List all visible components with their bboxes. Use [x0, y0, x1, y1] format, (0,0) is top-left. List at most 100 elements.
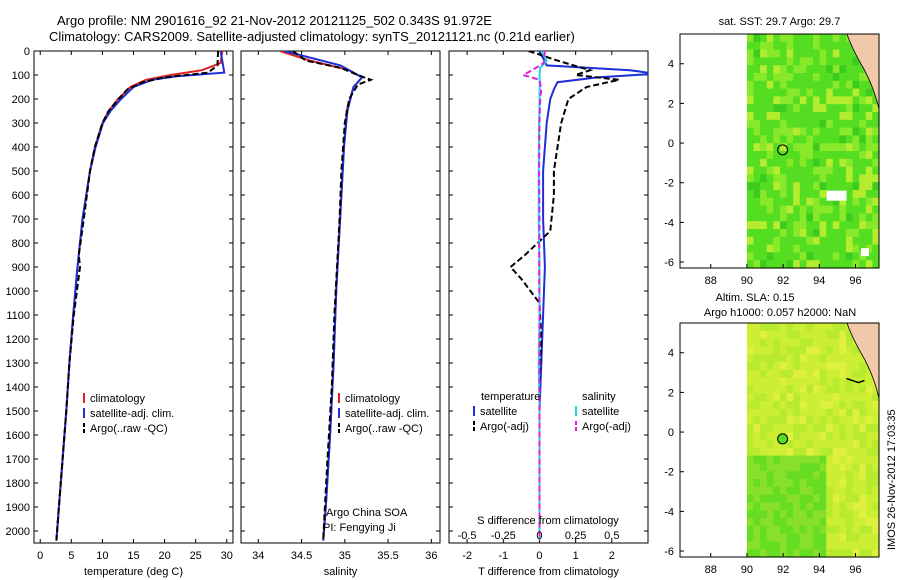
- map-cell: [799, 432, 807, 441]
- map-cell: [746, 34, 755, 43]
- map-cell: [872, 385, 880, 394]
- map-cell: [846, 510, 854, 519]
- map-cell: [832, 533, 840, 542]
- map-cell: [753, 57, 761, 66]
- map-cell: [766, 401, 774, 410]
- map-cell: [852, 119, 860, 129]
- map-cell: [826, 447, 834, 457]
- map-cell: [766, 49, 774, 58]
- map-cell: [852, 205, 860, 214]
- map-cell: [786, 182, 794, 191]
- map-cell: [753, 369, 761, 379]
- x-tick-label: 96: [849, 275, 861, 287]
- map-cell: [773, 236, 781, 246]
- map-cell: [760, 338, 768, 347]
- map-cell: [753, 510, 761, 519]
- map-cell: [872, 119, 880, 129]
- map-cell: [753, 229, 761, 238]
- map-cell: [839, 541, 847, 550]
- map-cell: [852, 104, 860, 113]
- map-cell: [852, 88, 860, 97]
- x-axis-label: temperature (deg C): [84, 566, 183, 578]
- map-cell: [839, 323, 847, 332]
- map-cell: [780, 88, 788, 97]
- map-cell: [846, 330, 854, 340]
- map-cell: [806, 447, 814, 457]
- map-cell: [760, 236, 768, 246]
- map-cell: [753, 151, 761, 160]
- map-cell: [826, 408, 834, 418]
- map-cell: [799, 73, 807, 82]
- y-tick-label: 900: [12, 262, 30, 274]
- map-cell: [760, 112, 768, 121]
- map-cell: [826, 34, 834, 43]
- map-cell: [780, 346, 788, 355]
- map-cell: [865, 455, 873, 464]
- map-cell: [872, 432, 880, 441]
- map-cell: [839, 479, 847, 488]
- map-cell: [852, 112, 860, 121]
- map-cell: [793, 432, 801, 441]
- map-cell: [859, 112, 867, 121]
- map-cell: [846, 49, 854, 58]
- map-cell: [819, 205, 827, 214]
- map-cell: [806, 236, 814, 246]
- map-cell: [846, 135, 854, 144]
- title-line-2: Climatology: CARS2009. Satellite-adjuste…: [49, 29, 575, 44]
- map-cell: [746, 252, 755, 261]
- map-cell: [793, 236, 801, 246]
- map-cell: [865, 486, 873, 496]
- map-cell: [813, 424, 821, 433]
- map-cell: [799, 502, 807, 511]
- map-cell: [760, 494, 768, 503]
- map-cell: [806, 518, 814, 527]
- map-cell: [799, 471, 807, 480]
- y-tick-label: 1900: [6, 502, 30, 514]
- map-cell: [746, 479, 755, 488]
- map-cell: [839, 49, 847, 58]
- map-cell: [786, 213, 794, 222]
- map-cell: [846, 229, 854, 238]
- map-cell: [806, 65, 814, 74]
- map-cell: [786, 533, 794, 542]
- map-cell: [846, 432, 854, 441]
- y-tick-label: 1400: [6, 382, 30, 394]
- map-cell: [746, 408, 755, 418]
- map-cell: [793, 80, 801, 90]
- map-cell: [865, 112, 873, 121]
- map-cell: [793, 96, 801, 105]
- map-cell: [773, 346, 781, 355]
- map-cell: [865, 127, 873, 136]
- map-cell: [793, 502, 801, 511]
- map-cell: [832, 96, 840, 105]
- map-cell: [746, 541, 755, 550]
- map-cell: [846, 236, 854, 246]
- x-tick-label: 94: [813, 275, 825, 287]
- map-cell: [832, 244, 840, 253]
- map-cell: [793, 57, 801, 66]
- map-cell: [852, 463, 860, 472]
- map-cell: [846, 80, 854, 90]
- legend-label: Argo(-adj): [480, 421, 529, 433]
- map-cell: [852, 197, 860, 207]
- map-cell: [773, 533, 781, 542]
- map-cell: [766, 479, 774, 488]
- map-cell: [806, 229, 814, 238]
- map-cell: [766, 151, 774, 160]
- map-cell: [859, 401, 867, 410]
- map-cell: [846, 88, 854, 97]
- map-cell: [826, 486, 834, 496]
- map-cell: [793, 408, 801, 418]
- map-cell: [839, 549, 847, 558]
- map-cell: [832, 362, 840, 371]
- map-cell: [819, 127, 827, 136]
- map-cell: [865, 533, 873, 542]
- map-cell: [819, 197, 827, 207]
- map-cell: [819, 525, 827, 535]
- map-cell: [852, 260, 860, 269]
- map-cell: [819, 549, 827, 558]
- map-cell: [852, 502, 860, 511]
- map-cell: [872, 549, 880, 558]
- map-cell: [746, 338, 755, 347]
- map-cell: [793, 143, 801, 152]
